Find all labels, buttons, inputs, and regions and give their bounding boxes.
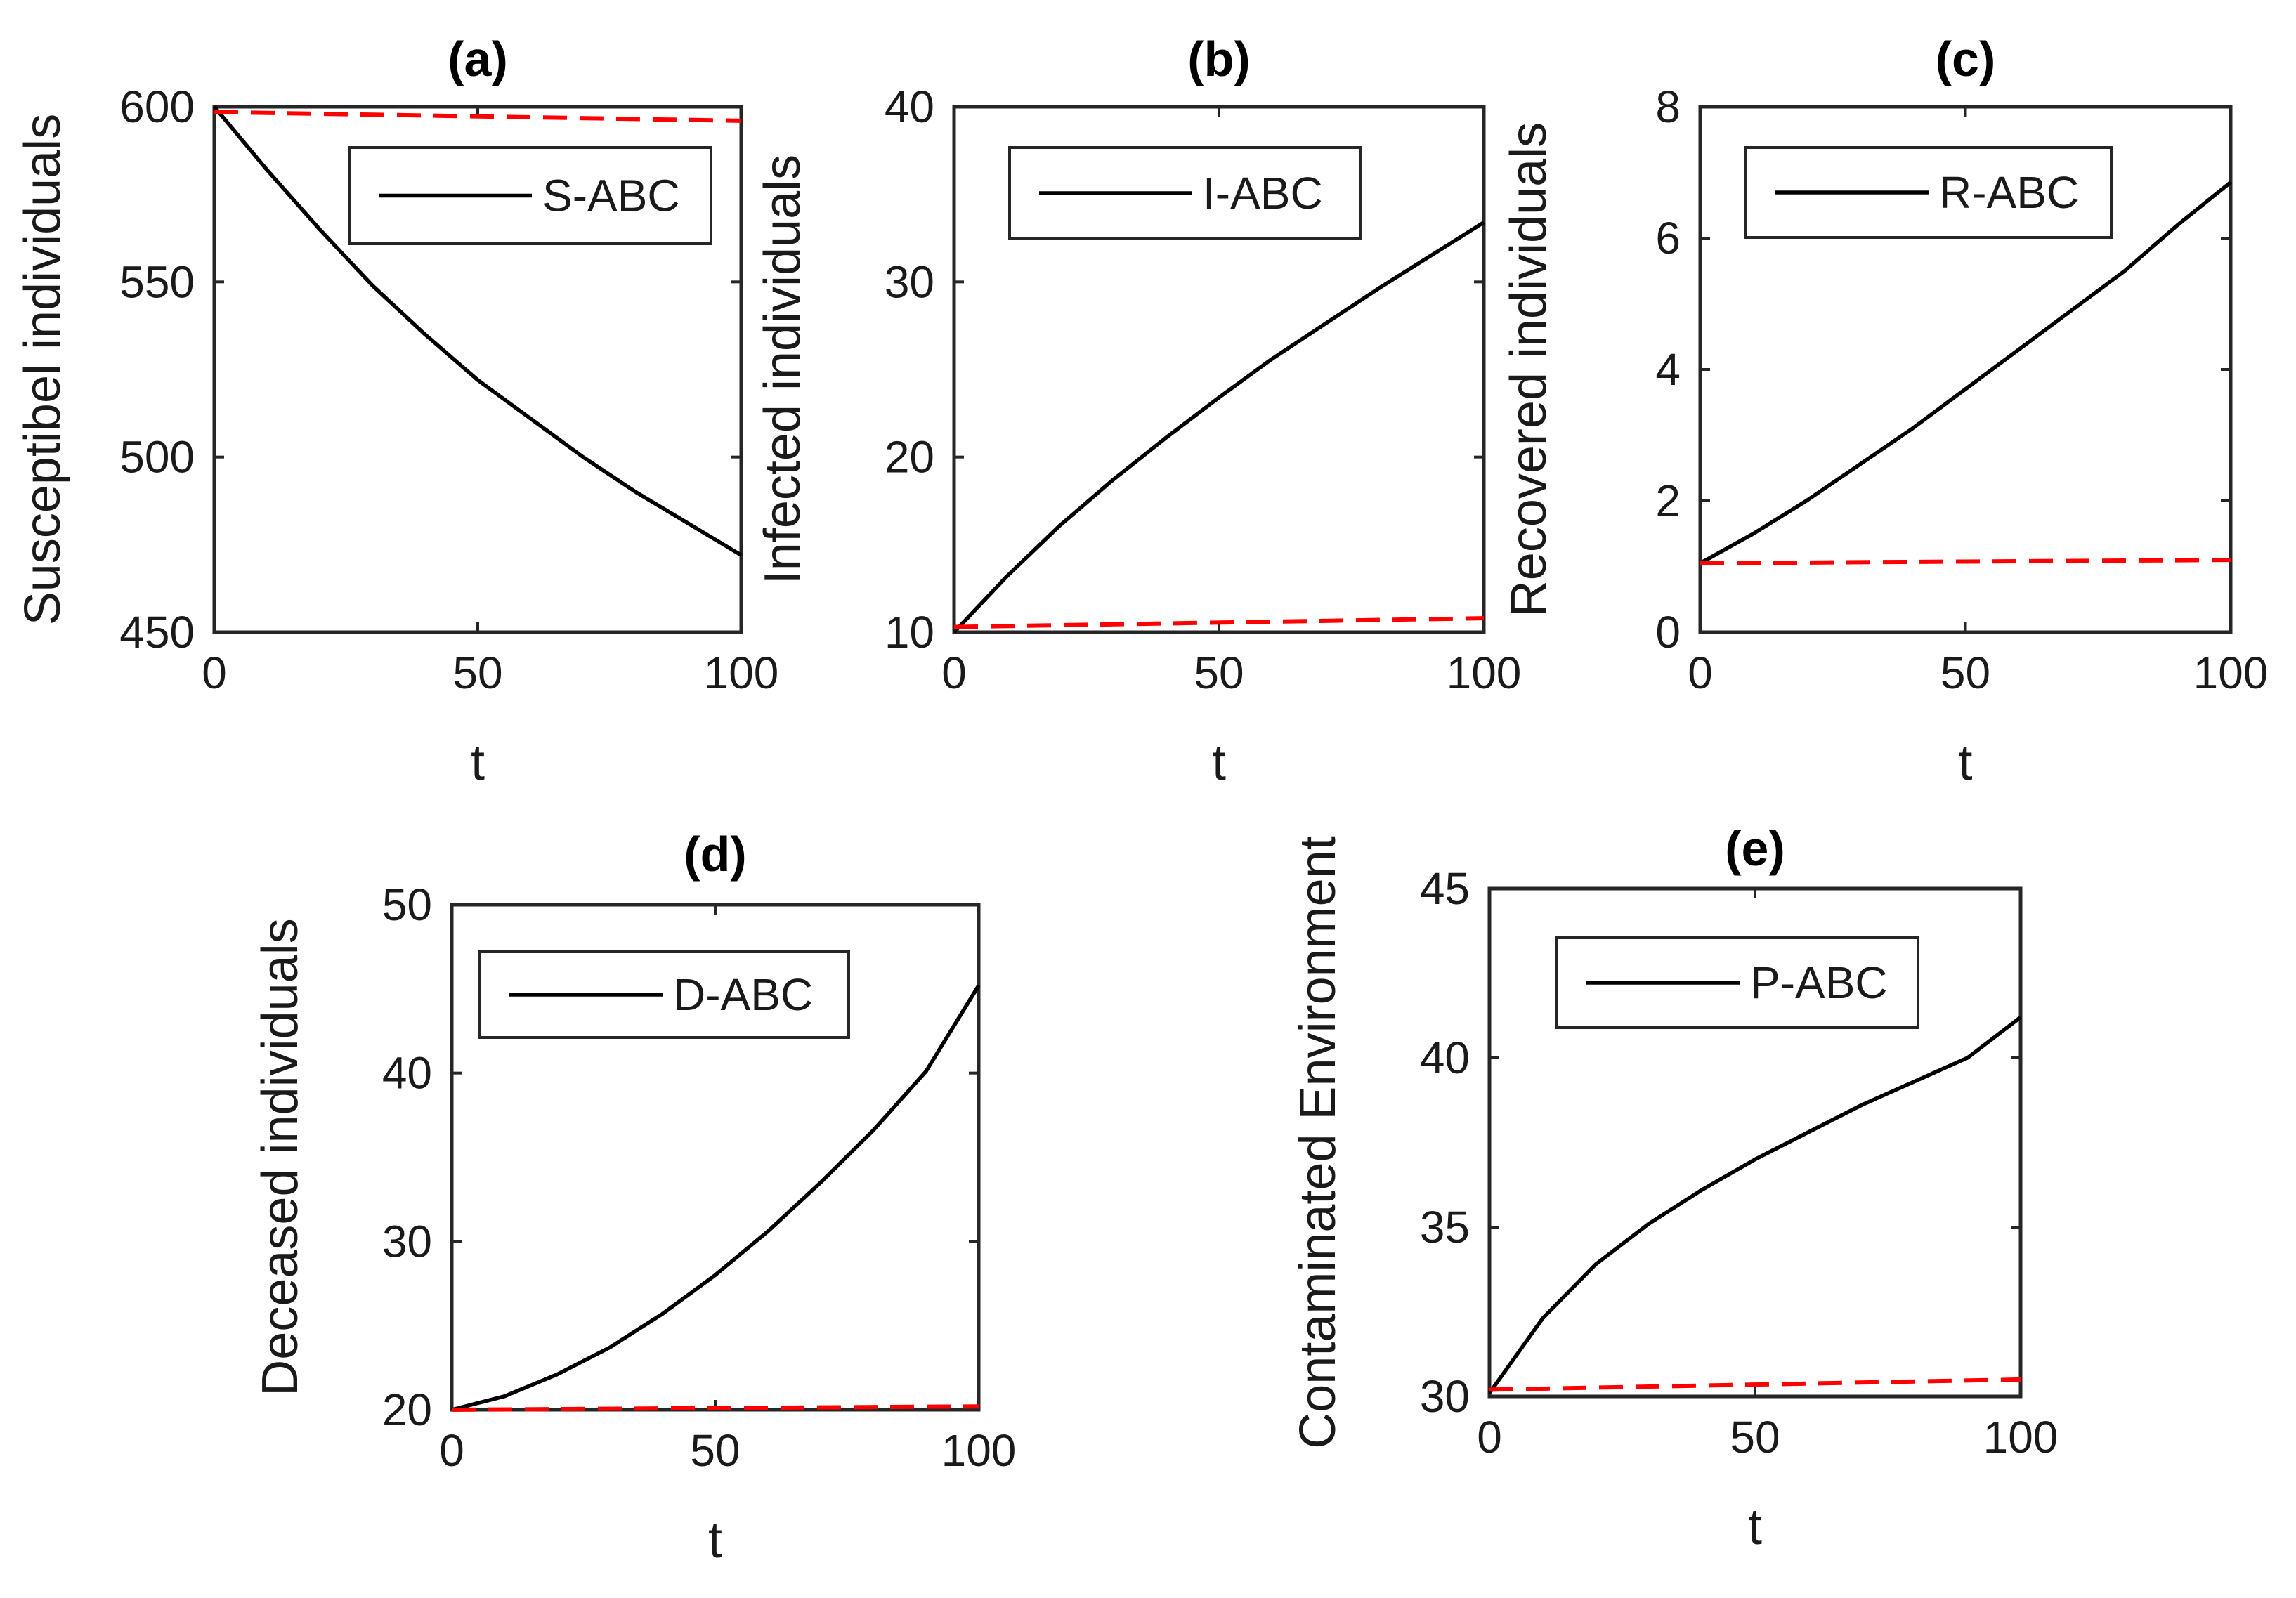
- x-tick-label: 50: [1730, 1412, 1780, 1462]
- y-tick-label: 550: [119, 256, 195, 307]
- x-axis-label: t: [708, 1512, 722, 1568]
- legend-label: D-ABC: [673, 969, 813, 1020]
- x-axis-label: t: [1212, 735, 1226, 791]
- x-tick-label: 50: [690, 1425, 740, 1476]
- y-tick-label: 40: [382, 1048, 432, 1099]
- x-tick-label: 50: [452, 648, 502, 698]
- series-line-solid: [451, 984, 981, 1412]
- legend-box: [478, 950, 850, 1039]
- x-tick-label: 0: [1477, 1412, 1502, 1462]
- series-line-solid: [212, 105, 743, 557]
- x-tick-label: 0: [439, 1425, 464, 1476]
- panel-3: 0 50 100 0 2 4 6 8 R-ABC (c) t Recovered individual…: [1501, 32, 2268, 791]
- panel-4: 0 50 100 20 30 40 50 D-ABC (d) t Deceased individu…: [252, 827, 1016, 1568]
- panel-2: 0 50 100 10 20 30 40 I-ABC (b) t Infected individu…: [755, 32, 1521, 791]
- y-tick-label: 40: [885, 81, 934, 132]
- y-tick-label: 450: [119, 607, 195, 657]
- x-axis-label: t: [471, 735, 485, 791]
- panel-title: (b): [1187, 32, 1250, 86]
- panel-title: (e): [1725, 821, 1785, 876]
- y-tick-label: 8: [1655, 81, 1681, 132]
- series-line-dashed: [214, 110, 742, 123]
- y-tick-label: 50: [382, 879, 432, 930]
- x-tick-label: 100: [1447, 648, 1522, 698]
- x-axis-label: t: [1748, 1499, 1762, 1555]
- panel-1: 0 50 100 450 500 550 600 S-ABC (a) t Susceptibel i…: [15, 32, 778, 791]
- series-line-dashed: [1700, 558, 2231, 565]
- y-tick-label: 0: [1655, 607, 1681, 657]
- y-tick-label: 6: [1655, 213, 1681, 263]
- y-axis-label: Contaminated Environment: [1290, 836, 1346, 1448]
- series-line-dashed: [1489, 1377, 2021, 1392]
- y-tick-label: 20: [382, 1384, 432, 1435]
- y-axis-label: Deceased individuals: [252, 918, 308, 1396]
- x-tick-label: 0: [1688, 648, 1713, 698]
- y-tick-label: 45: [1420, 863, 1470, 914]
- x-tick-label: 50: [1940, 648, 1990, 698]
- series-line-dashed: [953, 616, 1485, 629]
- series-line-solid: [953, 221, 1485, 634]
- x-tick-label: 100: [1983, 1412, 2059, 1462]
- x-tick-label: 100: [941, 1425, 1017, 1476]
- series-line-dashed: [451, 1404, 979, 1412]
- x-tick-label: 100: [2193, 648, 2269, 698]
- y-tick-label: 35: [1420, 1202, 1470, 1252]
- y-tick-label: 30: [885, 256, 934, 307]
- series-line-solid: [1487, 1016, 2022, 1394]
- series-line-solid: [1699, 181, 2232, 565]
- y-tick-label: 4: [1655, 344, 1681, 395]
- x-tick-label: 0: [941, 648, 967, 698]
- panel-title: (c): [1936, 32, 1996, 86]
- x-tick-label: 0: [202, 648, 227, 698]
- y-tick-label: 2: [1655, 476, 1681, 526]
- x-tick-label: 100: [704, 648, 779, 698]
- y-axis-label: Susceptibel individuals: [15, 114, 71, 625]
- y-tick-label: 10: [885, 607, 934, 657]
- y-tick-label: 600: [119, 81, 195, 132]
- y-tick-label: 30: [1420, 1371, 1470, 1422]
- x-tick-label: 50: [1194, 648, 1244, 698]
- y-tick-label: 40: [1420, 1033, 1470, 1083]
- y-tick-label: 500: [119, 432, 195, 483]
- legend-label: I-ABC: [1203, 168, 1323, 218]
- panel-5: 0 50 100 30 35 40 45 P-ABC (e) t Contaminated Envi…: [1290, 821, 2058, 1555]
- x-axis-label: t: [1958, 735, 1972, 791]
- panel-title: (a): [448, 32, 508, 86]
- legend-label: S-ABC: [542, 171, 680, 221]
- y-axis-label: Recovered individuals: [1501, 122, 1557, 617]
- y-axis-label: Infected individuals: [755, 155, 811, 584]
- y-tick-label: 20: [885, 432, 934, 483]
- legend-label: P-ABC: [1750, 957, 1888, 1008]
- y-tick-label: 30: [382, 1216, 432, 1266]
- legend-label: R-ABC: [1939, 167, 2079, 218]
- panel-title: (d): [684, 827, 746, 882]
